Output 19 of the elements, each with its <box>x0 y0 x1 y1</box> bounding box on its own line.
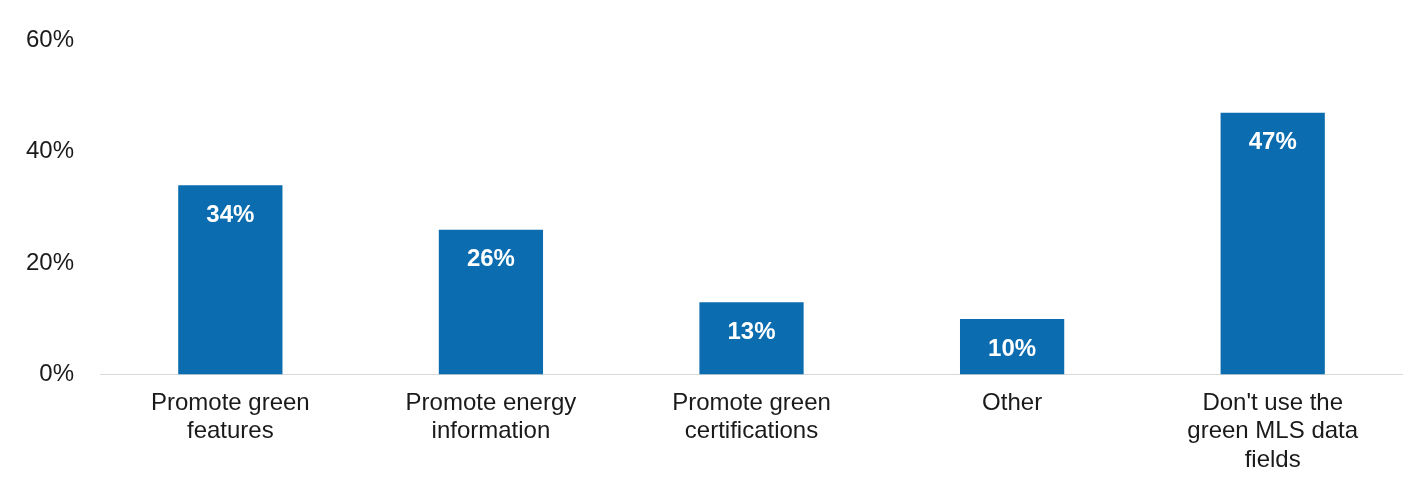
data-label: 13% <box>727 316 776 344</box>
x-tick-label: Promote green features <box>150 387 310 444</box>
bar <box>959 318 1065 375</box>
bar <box>178 185 283 375</box>
bar <box>438 229 544 375</box>
data-label: 10% <box>988 333 1037 361</box>
y-tick-label: 60% <box>25 25 75 53</box>
y-tick-label: 0% <box>39 359 75 387</box>
y-tick-label: 40% <box>25 136 75 164</box>
x-tick-label: Promote energy information <box>405 387 577 444</box>
data-label: 26% <box>466 244 515 272</box>
x-tick-label: Don't use the green MLS data fields <box>1187 387 1359 473</box>
bar <box>1220 112 1325 375</box>
data-label: 34% <box>206 199 255 227</box>
data-label: 47% <box>1248 127 1297 155</box>
x-tick-label: Promote green certifications <box>672 387 831 444</box>
bar <box>699 302 804 375</box>
y-tick-label: 20% <box>25 247 75 275</box>
x-tick-label: Other <box>982 387 1043 415</box>
